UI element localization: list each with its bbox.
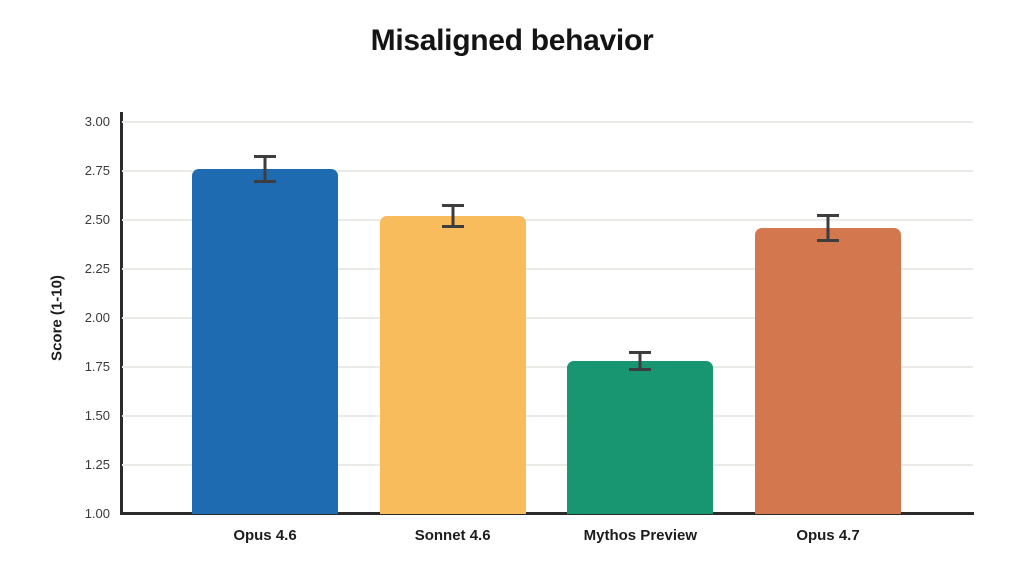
bar-opus-4-7 [755, 227, 901, 514]
x-tick-label-sonnet-4-6: Sonnet 4.6 [414, 527, 491, 544]
error-bar-cap-top [629, 351, 652, 355]
plot-area: 1.00 1.25 1.50 1.75 2.00 2.25 2.50 2.75 3.00 Opus… [85, 112, 974, 544]
error-bar-cap-top [817, 214, 839, 218]
error-bar-opus-4-7 [817, 214, 839, 242]
y-tick-label-2.75: 2.75 [84, 163, 110, 178]
error-bar-line [638, 351, 642, 371]
gridline-2.50 [122, 219, 973, 221]
error-bar-cap-top [254, 155, 276, 159]
error-bar-sonnet-4-6 [441, 204, 464, 228]
error-bar-mythos-preview [629, 351, 652, 371]
bar-mythos-preview [567, 361, 714, 514]
y-tick-label-2.50: 2.50 [84, 212, 110, 227]
x-tick-label-opus-4-7: Opus 4.7 [796, 527, 860, 544]
x-tick-label-mythos-preview: Mythos Preview [583, 527, 698, 544]
bar-opus-4-6 [192, 169, 338, 514]
error-bar-line [263, 155, 267, 183]
gridline-1.25 [122, 464, 973, 466]
gridline-2.75 [122, 170, 973, 172]
gridline-1.50 [122, 415, 973, 417]
gridline-2.00 [122, 317, 973, 319]
gridline-3.00 [122, 121, 973, 123]
error-bar-cap-bottom [441, 224, 464, 228]
y-tick-label-3.00: 3.00 [84, 114, 110, 129]
bar-sonnet-4-6 [379, 216, 526, 514]
y-tick-label-1.25: 1.25 [84, 457, 110, 472]
error-bar-opus-4-6 [254, 155, 276, 183]
error-bar-cap-bottom [629, 367, 652, 371]
error-bar-cap-bottom [254, 179, 276, 183]
y-tick-label-1.00: 1.00 [84, 506, 110, 521]
error-bar-cap-bottom [817, 238, 839, 242]
y-tick-label-1.75: 1.75 [84, 359, 110, 374]
x-tick-label-opus-4-6: Opus 4.6 [233, 527, 297, 544]
error-bar-cap-top [441, 204, 464, 208]
y-axis-line [120, 112, 123, 514]
y-tick-label-2.00: 2.00 [84, 310, 110, 325]
x-axis-line [120, 512, 974, 515]
chart-title: Misaligned behavior [370, 24, 654, 57]
y-tick-label-2.25: 2.25 [84, 261, 110, 276]
gridline-1.75 [122, 366, 973, 368]
error-bar-line [826, 214, 830, 242]
gridline-2.25 [122, 268, 973, 270]
error-bar-line [451, 204, 455, 228]
y-tick-label-1.50: 1.50 [84, 408, 110, 423]
